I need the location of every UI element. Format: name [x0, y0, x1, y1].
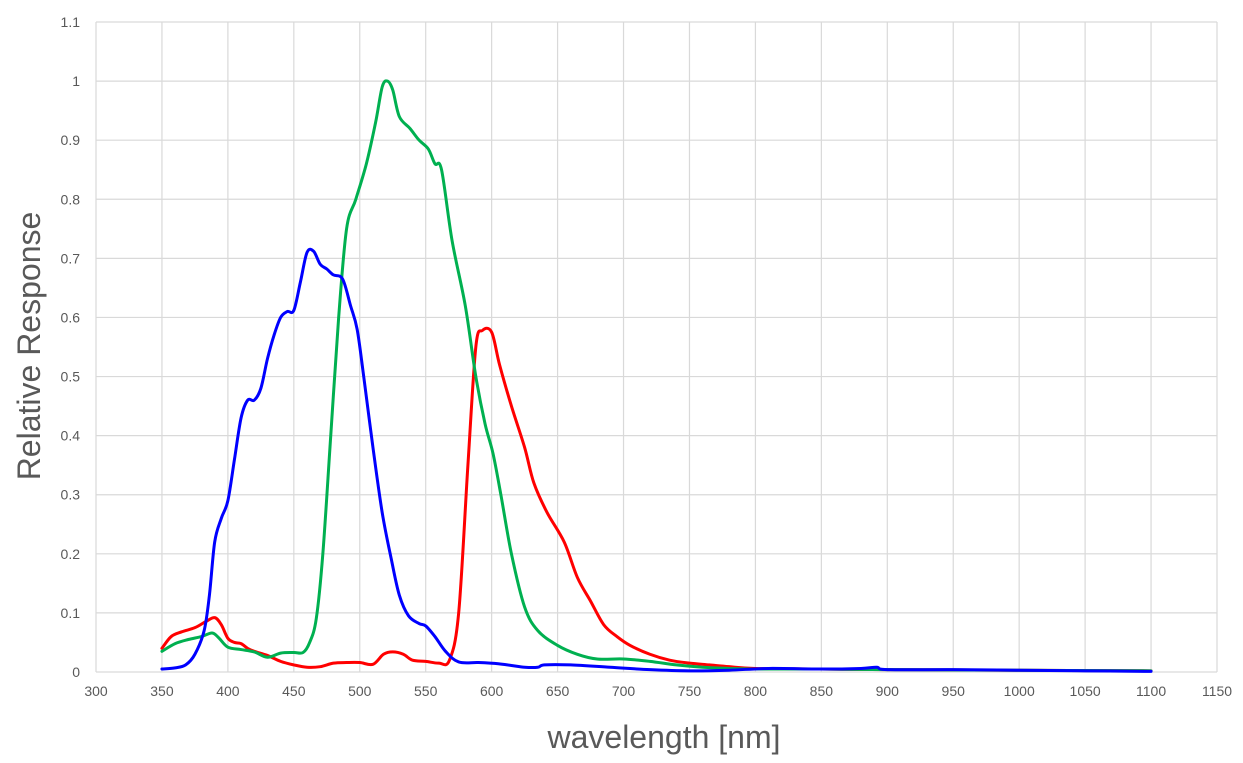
- x-axis-title: wavelength [nm]: [546, 719, 780, 755]
- x-tick-label: 300: [84, 683, 108, 699]
- tick-labels: 300 350 400 450 500 550 600 650 700 750 800 850 900 9…: [61, 14, 1233, 699]
- x-tick-label: 950: [942, 683, 966, 699]
- y-tick-label: 1.1: [61, 14, 81, 30]
- y-tick-label: 0.6: [61, 309, 81, 325]
- gridlines: [95, 21, 1218, 673]
- y-tick-label: 0.7: [61, 250, 81, 266]
- x-tick-label: 450: [282, 683, 306, 699]
- blue-response-line: [160, 247, 1153, 673]
- y-tick-label: 0.1: [61, 605, 81, 621]
- green-response-line: [160, 79, 1153, 673]
- x-tick-label: 650: [546, 683, 570, 699]
- y-tick-label: 0.4: [61, 428, 81, 444]
- series-lines: [160, 79, 1153, 673]
- y-tick-label: 0.2: [61, 546, 81, 562]
- x-tick-label: 750: [678, 683, 702, 699]
- x-tick-label: 550: [414, 683, 438, 699]
- x-tick-label: 1000: [1004, 683, 1035, 699]
- x-tick-label: 900: [876, 683, 900, 699]
- y-tick-label: 0.9: [61, 132, 81, 148]
- red-response-line: [160, 326, 1153, 673]
- x-tick-label: 800: [744, 683, 768, 699]
- x-tick-label: 1100: [1136, 683, 1166, 699]
- y-tick-label: 0: [72, 664, 80, 680]
- x-tick-label: 600: [480, 683, 504, 699]
- y-axis-title: Relative Response: [11, 212, 47, 481]
- x-tick-label: 1050: [1070, 683, 1101, 699]
- y-tick-label: 1: [72, 73, 80, 89]
- x-tick-label: 850: [810, 683, 834, 699]
- x-tick-label: 350: [150, 683, 174, 699]
- x-tick-label: 400: [216, 683, 240, 699]
- y-tick-label: 0.3: [61, 487, 81, 503]
- x-tick-label: 700: [612, 683, 636, 699]
- y-tick-label: 0.5: [61, 369, 81, 385]
- x-tick-label: 1150: [1202, 683, 1232, 699]
- y-tick-label: 0.8: [61, 191, 81, 207]
- x-tick-label: 500: [348, 683, 372, 699]
